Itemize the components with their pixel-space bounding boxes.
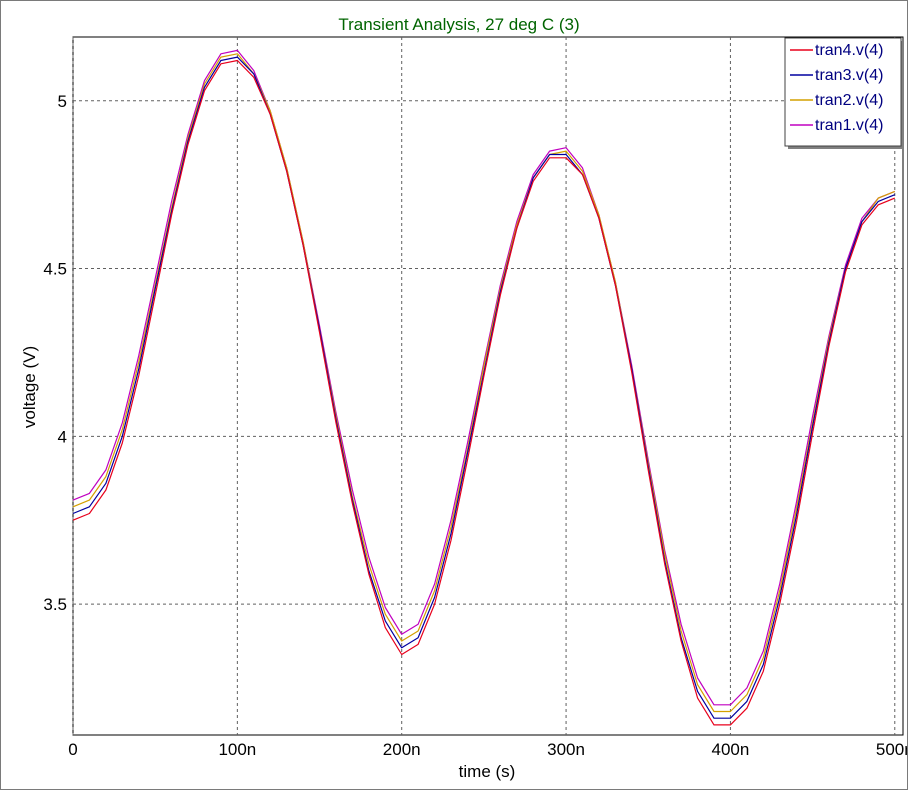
y-tick-label: 4.5 xyxy=(43,260,67,279)
legend: tran4.v(4) tran3.v(4) tran2.v(4) tran1.v(4) xyxy=(784,37,904,149)
y-axis-label: voltage (V) xyxy=(20,346,39,428)
grid-lines xyxy=(72,37,903,735)
legend-box xyxy=(784,37,902,147)
chart-title: Transient Analysis, 27 deg C (3) xyxy=(338,15,579,34)
series-lines xyxy=(72,49,896,726)
series-line-tran3-v-4 xyxy=(72,56,896,719)
series-line-tran1-v-4 xyxy=(72,49,896,706)
y-tick-label: 4 xyxy=(58,427,67,446)
x-tick-label: 100n xyxy=(218,740,256,759)
tick-labels: 0 100n 200n 300n 400n 500n 3.5 4 4.5 5 xyxy=(43,92,907,759)
x-tick-label: 0 xyxy=(68,740,77,759)
y-tick-label: 5 xyxy=(58,92,67,111)
legend-entry: tran2.v(4) xyxy=(815,92,883,109)
x-axis-label: time (s) xyxy=(459,762,516,781)
x-tick-label: 300n xyxy=(547,740,585,759)
y-tick-label: 3.5 xyxy=(43,595,67,614)
legend-entry: tran4.v(4) xyxy=(815,42,883,59)
legend-entry: tran3.v(4) xyxy=(815,67,883,84)
legend-items: tran4.v(4) tran3.v(4) tran2.v(4) tran1.v(4) xyxy=(790,42,883,134)
x-tick-label: 200n xyxy=(383,740,421,759)
x-tick-label: 400n xyxy=(712,740,750,759)
series-line-tran2-v-4 xyxy=(72,53,896,713)
x-tick-label: 500n xyxy=(876,740,907,759)
legend-entry: tran1.v(4) xyxy=(815,117,883,134)
series-line-tran4-v-4 xyxy=(72,59,896,726)
plot-area xyxy=(72,36,904,736)
